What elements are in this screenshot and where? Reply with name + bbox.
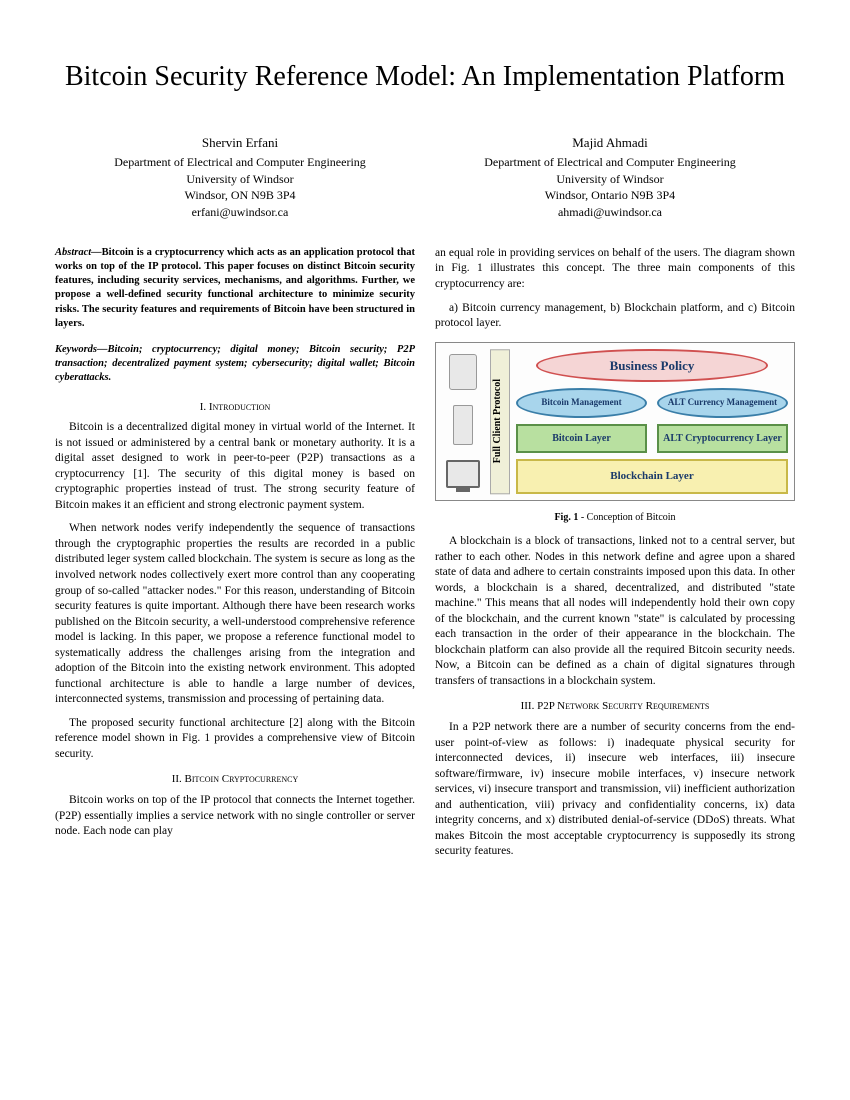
figure-1-caption: Fig. 1 - Conception of Bitcoin <box>435 511 795 525</box>
author-name: Majid Ahmadi <box>484 134 736 152</box>
author-addr: Windsor, Ontario N9B 3P4 <box>484 187 736 204</box>
figure-1: Full Client Protocol Business Policy Bit… <box>435 342 795 501</box>
col2-p1: an equal role in providing services on b… <box>435 246 795 293</box>
author-dept: Department of Electrical and Computer En… <box>114 154 366 171</box>
col2-p2: A blockchain is a block of transactions,… <box>435 534 795 689</box>
intro-p3: The proposed security functional archite… <box>55 716 415 763</box>
intro-p1: Bitcoin is a decentralized digital money… <box>55 420 415 513</box>
components-list: a) Bitcoin currency management, b) Block… <box>435 301 795 332</box>
alt-mgmt-box: ALT Currency Management <box>657 388 788 418</box>
monitor-icon <box>446 460 480 488</box>
device-icons <box>442 349 484 494</box>
s3-p1: In a P2P network there are a number of s… <box>435 720 795 860</box>
authors-row: Shervin Erfani Department of Electrical … <box>55 134 795 221</box>
author-block-2: Majid Ahmadi Department of Electrical an… <box>484 134 736 221</box>
keywords-label: Keywords— <box>55 344 108 355</box>
business-policy-box: Business Policy <box>536 349 768 383</box>
keywords-block: Keywords—Bitcoin; cryptocurrency; digita… <box>55 343 415 386</box>
bitcoin-layer-box: Bitcoin Layer <box>516 424 647 453</box>
full-client-protocol-label: Full Client Protocol <box>490 349 510 494</box>
section-1-heading: I. Introduction <box>55 400 415 415</box>
section-3-heading: III. P2P Network Security Requirements <box>435 699 795 714</box>
two-column-body: Abstract—Bitcoin is a cryptocurrency whi… <box>55 246 795 868</box>
layer-stack: Business Policy Bitcoin Management ALT C… <box>516 349 788 494</box>
alt-layer-box: ALT Cryptocurrency Layer <box>657 424 788 453</box>
author-dept: Department of Electrical and Computer En… <box>484 154 736 171</box>
abstract-label: Abstract— <box>55 247 102 258</box>
author-univ: University of Windsor <box>114 171 366 188</box>
left-column: Abstract—Bitcoin is a cryptocurrency whi… <box>55 246 415 868</box>
smartphone-icon <box>449 354 477 390</box>
right-column: an equal role in providing services on b… <box>435 246 795 868</box>
author-addr: Windsor, ON N9B 3P4 <box>114 187 366 204</box>
blockchain-layer-box: Blockchain Layer <box>516 459 788 494</box>
section-2-heading: II. Bitcoin Cryptocurrency <box>55 772 415 787</box>
paper-title: Bitcoin Security Reference Model: An Imp… <box>55 60 795 94</box>
fig-label: Fig. 1 <box>554 512 578 523</box>
author-email: erfani@uwindsor.ca <box>114 204 366 221</box>
intro-p2: When network nodes verify independently … <box>55 521 415 707</box>
s2-p1: Bitcoin works on top of the IP protocol … <box>55 793 415 840</box>
keywords-text: Bitcoin; cryptocurrency; digital money; … <box>55 344 415 383</box>
abstract-block: Abstract—Bitcoin is a cryptocurrency whi… <box>55 246 415 331</box>
fig-caption-text: - Conception of Bitcoin <box>578 512 675 523</box>
author-name: Shervin Erfani <box>114 134 366 152</box>
abstract-text: Bitcoin is a cryptocurrency which acts a… <box>55 247 415 329</box>
bitcoin-mgmt-box: Bitcoin Management <box>516 388 647 418</box>
author-univ: University of Windsor <box>484 171 736 188</box>
cellphone-icon <box>453 405 473 445</box>
author-block-1: Shervin Erfani Department of Electrical … <box>114 134 366 221</box>
author-email: ahmadi@uwindsor.ca <box>484 204 736 221</box>
